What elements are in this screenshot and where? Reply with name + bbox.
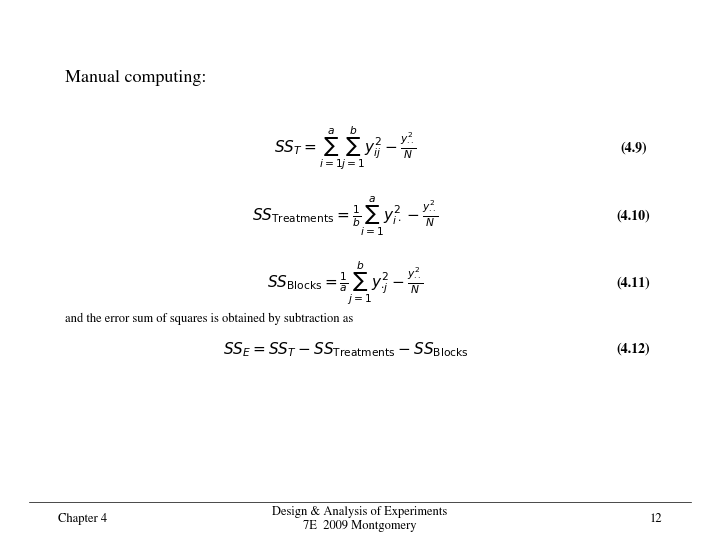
- Text: 7E  2009 Montgomery: 7E 2009 Montgomery: [303, 521, 417, 532]
- Text: 12: 12: [649, 514, 662, 525]
- Text: $SS_T = \sum_{i=1}^{a}\sum_{j=1}^{b} y_{ij}^2 - \frac{y_{\cdot\cdot}^2}{N}$: $SS_T = \sum_{i=1}^{a}\sum_{j=1}^{b} y_{…: [274, 125, 417, 172]
- Text: $SS_E = SS_T - SS_{\mathrm{Treatments}} - SS_{\mathrm{Blocks}}$: $SS_E = SS_T - SS_{\mathrm{Treatments}} …: [222, 340, 469, 359]
- Text: (4.9): (4.9): [621, 142, 647, 155]
- Text: Chapter 4: Chapter 4: [58, 514, 107, 525]
- Text: $SS_{\mathrm{Blocks}} = \frac{1}{a}\sum_{j=1}^{b} y_{\cdot j}^2 - \frac{y_{\cdot: $SS_{\mathrm{Blocks}} = \frac{1}{a}\sum_…: [267, 260, 424, 307]
- Text: Manual computing:: Manual computing:: [65, 70, 206, 86]
- Text: (4.10): (4.10): [617, 210, 650, 222]
- Text: and the error sum of squares is obtained by subtraction as: and the error sum of squares is obtained…: [65, 313, 353, 325]
- Text: Design & Analysis of Experiments: Design & Analysis of Experiments: [272, 506, 448, 518]
- Text: (4.12): (4.12): [617, 343, 650, 356]
- Text: $SS_{\mathrm{Treatments}} = \frac{1}{b}\sum_{i=1}^{a} y_{i\cdot}^2 - \frac{y_{\c: $SS_{\mathrm{Treatments}} = \frac{1}{b}\…: [252, 194, 439, 238]
- Text: (4.11): (4.11): [617, 277, 650, 290]
